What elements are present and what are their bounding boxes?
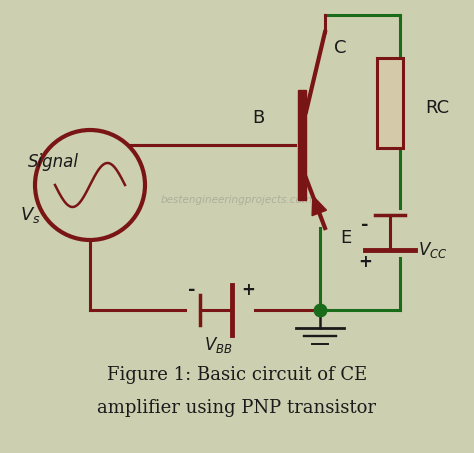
Text: B: B [252,109,264,127]
Text: C: C [334,39,346,57]
Text: Signal: Signal [28,153,79,171]
Text: RC: RC [425,99,449,117]
Text: $V_s$: $V_s$ [20,205,41,225]
Text: $V_{CC}$: $V_{CC}$ [418,240,447,260]
Text: amplifier using PNP transistor: amplifier using PNP transistor [98,399,376,417]
Text: +: + [358,253,372,271]
Text: $V_{BB}$: $V_{BB}$ [204,335,232,355]
Text: +: + [241,281,255,299]
Text: -: - [361,216,369,234]
Polygon shape [312,196,327,216]
Bar [377,58,403,148]
Circle shape [35,130,145,240]
Text: -: - [188,281,196,299]
Text: E: E [340,229,351,247]
Bar [298,90,306,200]
Text: Figure 1: Basic circuit of CE: Figure 1: Basic circuit of CE [107,366,367,384]
Text: bestengineeringprojects.com: bestengineeringprojects.com [161,195,313,205]
